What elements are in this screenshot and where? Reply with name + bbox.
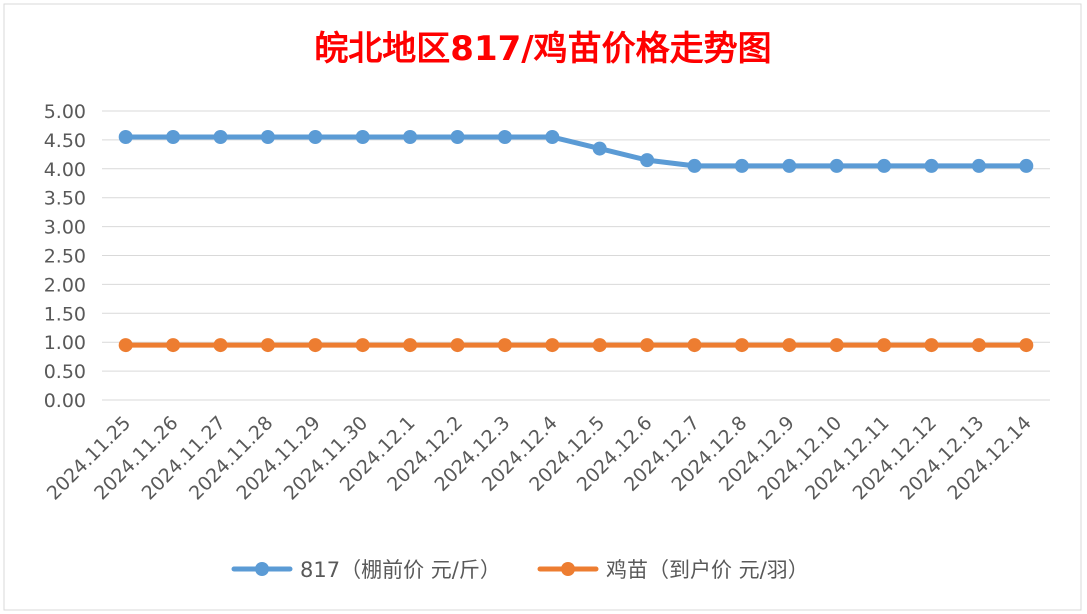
data-point bbox=[1019, 338, 1034, 353]
data-point bbox=[403, 338, 418, 353]
legend: 817（棚前价 元/斤） 鸡苗（到户价 元/羽） bbox=[231, 558, 809, 582]
data-point bbox=[308, 338, 323, 353]
data-point bbox=[166, 130, 181, 145]
y-tick-label: 1.50 bbox=[44, 303, 86, 325]
data-point bbox=[734, 158, 749, 173]
data-point bbox=[971, 338, 986, 353]
data-point bbox=[877, 338, 892, 353]
data-point bbox=[687, 338, 702, 353]
data-point bbox=[877, 158, 892, 173]
y-tick-label: 2.00 bbox=[44, 274, 86, 296]
chart-border bbox=[3, 3, 1082, 611]
data-point bbox=[782, 158, 797, 173]
data-point bbox=[924, 158, 939, 173]
y-axis-tick-labels: 0.00 0.50 1.00 1.50 2.00 2.50 3.00 3.50 4.00 4.50… bbox=[44, 101, 86, 412]
data-point bbox=[403, 130, 418, 145]
data-point bbox=[497, 130, 512, 145]
data-point bbox=[592, 338, 607, 353]
legend-label: 鸡苗（到户价 元/羽） bbox=[606, 558, 809, 582]
data-point bbox=[213, 130, 228, 145]
data-point bbox=[213, 338, 228, 353]
gridlines bbox=[102, 110, 1050, 401]
legend-entry: 鸡苗（到户价 元/羽） bbox=[537, 558, 809, 582]
y-tick-label: 1.00 bbox=[44, 332, 86, 354]
data-point bbox=[118, 338, 133, 353]
series-2 bbox=[118, 338, 1034, 353]
y-tick-label: 0.50 bbox=[44, 361, 86, 383]
data-point bbox=[355, 338, 370, 353]
legend-swatch-marker bbox=[255, 562, 269, 576]
data-point bbox=[260, 130, 275, 145]
legend-label: 817（棚前价 元/斤） bbox=[300, 558, 501, 582]
data-point bbox=[592, 141, 607, 156]
chart-title: 皖北地区817/鸡苗价格走势图 bbox=[314, 29, 771, 69]
data-point bbox=[355, 130, 370, 145]
data-point bbox=[829, 158, 844, 173]
data-point bbox=[166, 338, 181, 353]
y-tick-label: 0.00 bbox=[44, 390, 86, 412]
data-point bbox=[1019, 158, 1034, 173]
data-point bbox=[687, 158, 702, 173]
data-point bbox=[782, 338, 797, 353]
legend-entry: 817（棚前价 元/斤） bbox=[231, 558, 501, 582]
data-point bbox=[971, 158, 986, 173]
series-1 bbox=[118, 130, 1034, 173]
y-tick-label: 4.50 bbox=[44, 130, 86, 152]
data-point bbox=[497, 338, 512, 353]
data-point bbox=[640, 153, 655, 168]
data-point bbox=[545, 130, 560, 145]
data-point bbox=[545, 338, 560, 353]
data-point bbox=[308, 130, 323, 145]
data-point bbox=[450, 338, 465, 353]
data-point bbox=[118, 130, 133, 145]
y-tick-label: 4.00 bbox=[44, 159, 86, 181]
data-point bbox=[260, 338, 275, 353]
data-point bbox=[640, 338, 655, 353]
data-point bbox=[450, 130, 465, 145]
series-line bbox=[123, 134, 1029, 169]
y-tick-label: 5.00 bbox=[44, 101, 86, 123]
data-point bbox=[829, 338, 844, 353]
y-tick-label: 3.00 bbox=[44, 217, 86, 239]
y-tick-label: 3.50 bbox=[44, 188, 86, 210]
legend-swatch-marker bbox=[561, 562, 575, 576]
data-point bbox=[924, 338, 939, 353]
series-lines bbox=[118, 130, 1034, 353]
y-tick-label: 2.50 bbox=[44, 246, 86, 268]
data-point bbox=[734, 338, 749, 353]
